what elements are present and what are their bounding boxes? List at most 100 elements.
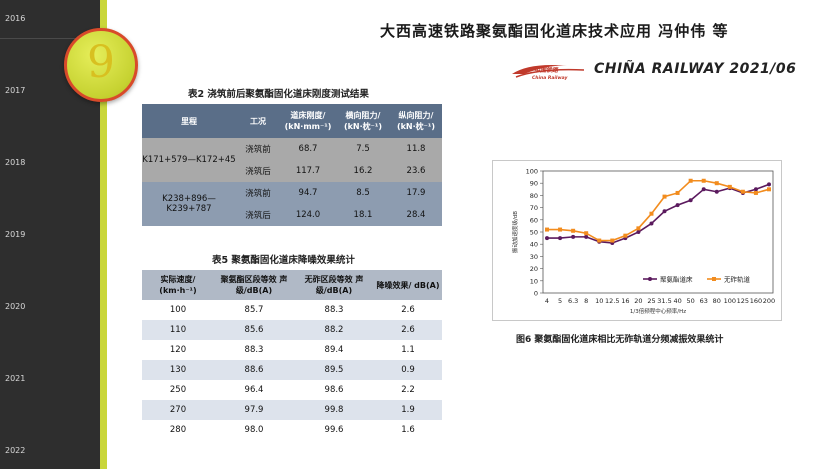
svg-text:中国铁路: 中国铁路	[534, 66, 559, 74]
table5-cell: 97.9	[214, 400, 294, 420]
table2-cell: 16.2	[336, 160, 390, 182]
table5-header: 实际速度/ (km·h⁻¹)	[142, 270, 214, 300]
table-row: 浇筑后 117.7 16.2 23.6	[142, 160, 442, 182]
vibration-chart: 0 10 20 30 40 50 60 70 80 90 100 4 5 6.3 8 10 12.5 16 20 25…	[492, 160, 782, 321]
table5-cell: 120	[142, 340, 214, 360]
y-tick-label: 100	[526, 168, 538, 176]
x-tick-label: 100	[724, 297, 736, 305]
table5-cell: 1.1	[374, 340, 442, 360]
table-row: 250 96.4 98.6 2.2	[142, 380, 442, 400]
y-tick-label: 70	[530, 204, 538, 212]
data-point	[701, 187, 706, 192]
data-point	[767, 182, 771, 187]
timeline-year-2016[interactable]: 2016	[5, 14, 26, 23]
table-row: 110 85.6 88.2 2.6	[142, 320, 442, 340]
data-point	[714, 189, 719, 194]
table5-cell: 88.3	[294, 300, 374, 320]
data-point	[701, 178, 706, 183]
table5-header: 聚氨酯区段等效 声级/dB(A)	[214, 270, 294, 300]
x-tick-label: 4	[545, 297, 549, 305]
timeline-year-2021[interactable]: 2021	[5, 374, 26, 383]
series-line	[547, 179, 770, 242]
timeline-year-2020[interactable]: 2020	[5, 302, 26, 311]
table5-cell: 0.9	[374, 360, 442, 380]
table5-header: 无砟区段等效 声级/dB(A)	[294, 270, 374, 300]
table2-cell: 浇筑前	[236, 182, 280, 204]
data-point	[610, 238, 615, 243]
timeline-year-2019[interactable]: 2019	[5, 230, 26, 239]
data-point	[740, 189, 745, 194]
legend-marker	[648, 277, 652, 281]
legend-marker	[712, 277, 716, 281]
data-point	[675, 203, 680, 208]
y-tick-label: 0	[534, 290, 538, 298]
table2-cell: 94.7	[280, 182, 336, 204]
data-point	[649, 221, 654, 226]
data-point	[545, 227, 549, 232]
x-tick-label: 63	[700, 297, 708, 305]
y-tick-label: 60	[530, 216, 538, 224]
table-row: 120 88.3 89.4 1.1	[142, 340, 442, 360]
table5-cell: 2.2	[374, 380, 442, 400]
x-tick-label: 12.5	[605, 297, 619, 305]
data-point	[688, 178, 693, 183]
x-tick-label: 50	[687, 297, 695, 305]
data-point	[662, 194, 667, 199]
page-title: 大西高速铁路聚氨酯固化道床技术应用 冯仲伟 等	[380, 22, 729, 40]
timeline-year-2018[interactable]: 2018	[5, 158, 26, 167]
timeline-divider	[0, 38, 100, 39]
table5-body: 100 85.7 88.3 2.6 110 85.6 88.2 2.6 120 88.3 89.4 1…	[142, 300, 442, 440]
x-tick-label: 125	[737, 297, 749, 305]
table2-header: 横向阻力/ (kN·枕⁻¹)	[336, 104, 390, 138]
y-tick-label: 40	[530, 241, 538, 249]
data-point	[714, 181, 719, 186]
y-tick-label: 30	[530, 253, 538, 261]
data-point	[727, 184, 732, 189]
timeline-year-2017[interactable]: 2017	[5, 86, 26, 95]
y-tick-label: 10	[530, 277, 538, 285]
x-tick-label: 80	[713, 297, 721, 305]
table-row: 280 98.0 99.6 1.6	[142, 420, 442, 440]
data-point	[649, 211, 654, 216]
table-row: 270 97.9 99.8 1.9	[142, 400, 442, 420]
table-row: K171+579—K172+45 浇筑前 68.7 7.5 11.8	[142, 138, 442, 182]
x-tick-label: 200	[763, 297, 775, 305]
table5-cell: 96.4	[214, 380, 294, 400]
table-row: 100 85.7 88.3 2.6	[142, 300, 442, 320]
data-point	[623, 233, 628, 238]
y-tick-label: 50	[530, 229, 538, 237]
table2-cell: 17.9	[390, 182, 442, 204]
x-tick-label: 160	[750, 297, 762, 305]
x-tick-label: 6.3	[568, 297, 578, 305]
page-number: 9	[87, 37, 115, 88]
legend-label: 聚氨酯道床	[660, 275, 693, 284]
data-point	[636, 230, 641, 234]
table5-cell: 110	[142, 320, 214, 340]
legend-label: 无砟轨道	[724, 275, 751, 284]
y-tick-label: 20	[530, 265, 538, 273]
table2-cell: 124.0	[280, 204, 336, 226]
table5-cell: 2.6	[374, 320, 442, 340]
stiffness-table: 里程 工况 道床刚度/ (kN·mm⁻¹) 横向阻力/ (kN·枕⁻¹) 纵向阻…	[142, 104, 442, 226]
y-axis-label: 振动加速度级/dB	[511, 211, 519, 253]
table5-cell: 98.6	[294, 380, 374, 400]
table2-cell: 28.4	[390, 204, 442, 226]
figure6-caption: 图6 聚氨酯固化道床相比无砟轨道分频减振效果统计	[516, 335, 724, 345]
table2-cell: 浇筑后	[236, 204, 280, 226]
data-point	[767, 187, 771, 192]
table5-cell: 270	[142, 400, 214, 420]
china-railway-logo: 中国铁路 China Railway	[510, 62, 590, 82]
table2-header: 纵向阻力/ (kN·枕⁻¹)	[390, 104, 442, 138]
table5-cell: 2.6	[374, 300, 442, 320]
timeline-year-2022[interactable]: 2022	[5, 446, 26, 455]
svg-text:China Railway: China Railway	[532, 75, 568, 80]
data-point	[636, 226, 641, 231]
x-tick-label: 31.5	[657, 297, 671, 305]
x-tick-label: 25	[647, 297, 655, 305]
data-point	[753, 187, 758, 192]
table2-cell: 11.8	[390, 138, 442, 160]
data-point	[753, 190, 758, 195]
table5-cell: 100	[142, 300, 214, 320]
x-tick-label: 16	[621, 297, 629, 305]
